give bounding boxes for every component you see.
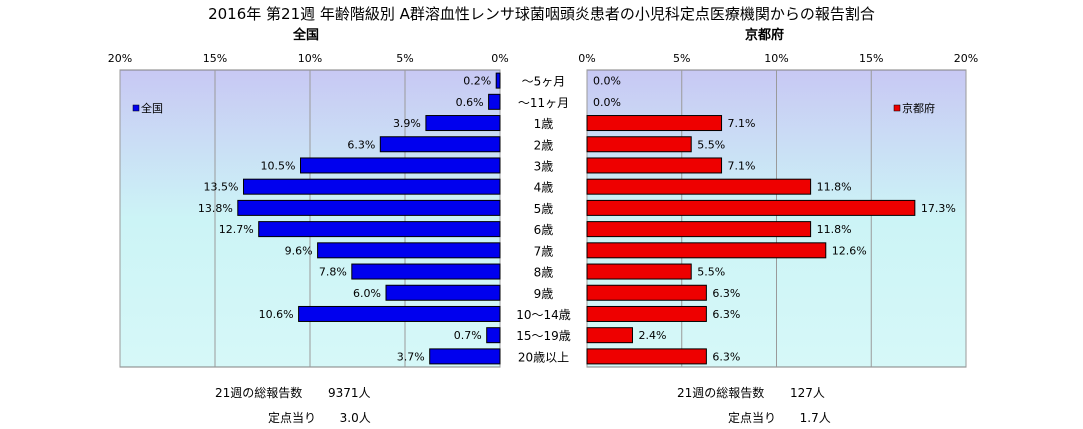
chart-title: 2016年 第21週 年齢階級別 A群溶血性レンサ球菌咽頭炎患者の小児科定点医療… xyxy=(208,5,875,23)
left-tick-label: 15% xyxy=(203,52,227,65)
left-legend-label: 全国 xyxy=(141,101,163,115)
right-bar xyxy=(586,263,692,280)
left-per-value: 3.0人 xyxy=(339,411,371,425)
left-bar xyxy=(237,199,501,216)
right-total-label: 21週の総報告数 xyxy=(677,386,765,400)
right-data-label: 7.1% xyxy=(728,159,756,172)
left-bar xyxy=(258,221,501,238)
category-label: 15～19歳 xyxy=(516,329,571,343)
left-data-label: 13.5% xyxy=(204,181,239,194)
right-legend-label: 京都府 xyxy=(902,101,935,115)
left-data-label: 3.9% xyxy=(393,117,421,130)
left-tick-label: 10% xyxy=(298,52,322,65)
category-label: 6歳 xyxy=(534,223,554,237)
left-per-label: 定点当り xyxy=(268,411,317,425)
category-label: 5歳 xyxy=(534,202,554,216)
right-data-label: 17.3% xyxy=(921,202,956,215)
right-tick-label: 5% xyxy=(673,52,690,65)
right-bar xyxy=(586,199,916,216)
category-label: ～11ヶ月 xyxy=(518,96,569,110)
right-data-label: 2.4% xyxy=(638,329,666,342)
left-data-label: 0.6% xyxy=(456,96,484,109)
right-data-label: 0.0% xyxy=(593,75,621,88)
left-bar xyxy=(300,157,501,174)
left-total-value: 9371人 xyxy=(327,386,371,400)
right-per-value: 1.7人 xyxy=(799,411,831,425)
right-data-label: 6.3% xyxy=(712,287,740,300)
left-bar xyxy=(243,178,501,195)
left-legend-swatch xyxy=(132,104,140,112)
right-bar xyxy=(586,115,723,132)
category-label: 3歳 xyxy=(534,159,554,173)
right-data-label: 12.6% xyxy=(832,244,867,257)
category-label: 20歳以上 xyxy=(518,350,569,364)
left-footer-total: 21週の総報告数 9371人 xyxy=(215,384,370,401)
right-bar xyxy=(586,348,707,365)
right-tick-label: 0% xyxy=(578,52,595,65)
left-bar xyxy=(495,72,501,89)
right-tick-label: 15% xyxy=(859,52,883,65)
left-bar xyxy=(425,115,501,132)
left-footer-per: 定点当り 3.0人 xyxy=(268,409,371,426)
left-bar xyxy=(429,348,501,365)
left-data-label: 10.5% xyxy=(261,159,296,172)
right-bar xyxy=(586,136,692,153)
right-bar xyxy=(586,157,723,174)
category-label: 1歳 xyxy=(534,117,554,131)
right-data-label: 6.3% xyxy=(712,308,740,321)
category-label: 9歳 xyxy=(534,287,554,301)
category-label: 7歳 xyxy=(534,244,554,258)
right-bar xyxy=(586,221,812,238)
left-data-label: 6.3% xyxy=(347,138,375,151)
left-data-label: 6.0% xyxy=(353,287,381,300)
left-bar xyxy=(486,327,501,344)
left-tick-label: 0% xyxy=(491,52,508,65)
right-tick-label: 20% xyxy=(954,52,978,65)
right-data-label: 5.5% xyxy=(697,266,725,279)
left-data-label: 3.7% xyxy=(397,350,425,363)
left-bar xyxy=(385,284,501,301)
left-data-label: 10.6% xyxy=(259,308,294,321)
right-bar xyxy=(586,284,707,301)
right-bar xyxy=(586,242,827,259)
category-label: 4歳 xyxy=(534,181,554,195)
left-data-label: 0.2% xyxy=(463,75,491,88)
left-bar xyxy=(488,93,501,110)
right-data-label: 6.3% xyxy=(712,350,740,363)
left-data-label: 9.6% xyxy=(285,244,313,257)
left-bar xyxy=(351,263,501,280)
right-bar xyxy=(586,327,633,344)
left-data-label: 13.8% xyxy=(198,202,233,215)
right-total-value: 127人 xyxy=(789,386,825,400)
right-per-label: 定点当り xyxy=(728,411,777,425)
left-data-label: 0.7% xyxy=(454,329,482,342)
left-data-label: 12.7% xyxy=(219,223,254,236)
right-tick-label: 10% xyxy=(764,52,788,65)
left-bar xyxy=(379,136,501,153)
left-data-label: 7.8% xyxy=(319,266,347,279)
right-legend-swatch xyxy=(893,104,901,112)
right-data-label: 11.8% xyxy=(817,181,852,194)
right-data-label: 5.5% xyxy=(697,138,725,151)
category-label: 8歳 xyxy=(534,266,554,280)
left-tick-label: 20% xyxy=(108,52,132,65)
right-footer-per: 定点当り 1.7人 xyxy=(728,409,831,426)
category-label: 10～14歳 xyxy=(516,308,571,322)
right-data-label: 11.8% xyxy=(817,223,852,236)
right-bar xyxy=(586,178,812,195)
category-label: ～5ヶ月 xyxy=(522,75,566,89)
right-panel-subtitle: 京都府 xyxy=(745,28,785,43)
right-bar xyxy=(586,305,707,322)
left-total-label: 21週の総報告数 xyxy=(215,386,303,400)
right-data-label: 7.1% xyxy=(728,117,756,130)
left-tick-label: 5% xyxy=(396,52,413,65)
right-footer-total: 21週の総報告数 127人 xyxy=(677,384,825,401)
left-bar xyxy=(317,242,501,259)
left-panel-subtitle: 全国 xyxy=(293,28,320,43)
category-label: 2歳 xyxy=(534,138,554,152)
left-bar xyxy=(298,305,501,322)
right-data-label: 0.0% xyxy=(593,96,621,109)
